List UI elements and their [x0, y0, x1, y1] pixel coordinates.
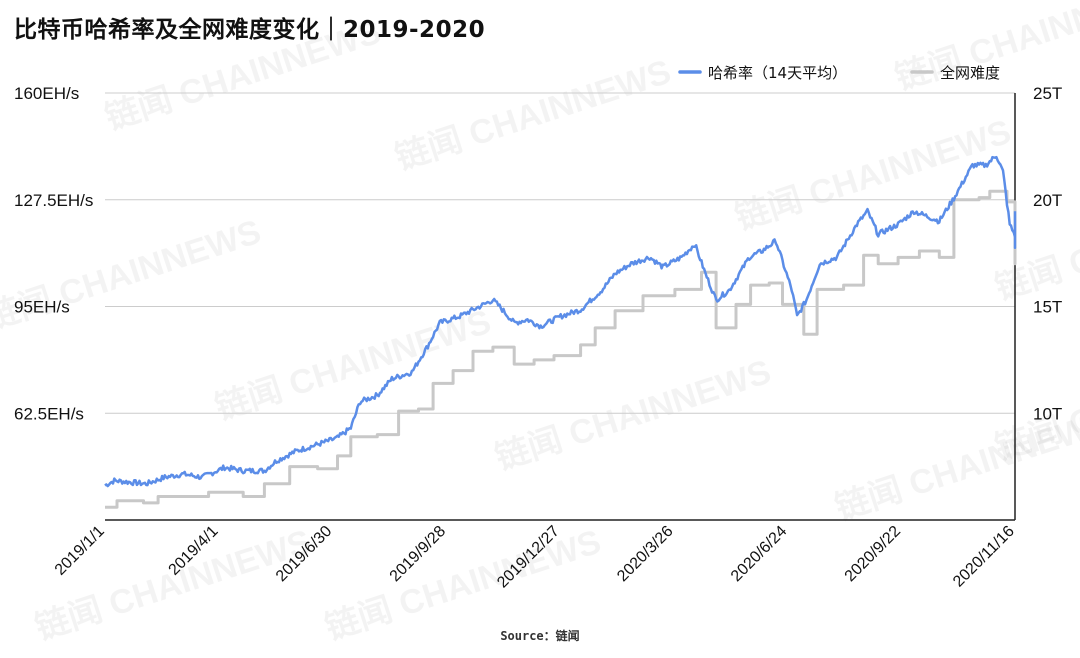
- difficulty-line: [105, 189, 1017, 509]
- hashrate-line: [104, 155, 1017, 488]
- y-left-tick-label: 127.5EH/s: [14, 191, 93, 210]
- x-tick-label: 2020/3/26: [614, 523, 676, 585]
- x-tick-label: 2020/6/24: [728, 523, 790, 585]
- legend-label-hashrate: 哈希率（14天平均）: [708, 64, 847, 82]
- y-axis-right: 25T 20T 15T 10T: [1033, 84, 1062, 423]
- y-axis-left: 160EH/s 127.5EH/s 95EH/s 62.5EH/s: [14, 84, 93, 423]
- legend-label-difficulty: 全网难度: [940, 64, 1000, 82]
- y-right-tick-label: 20T: [1033, 191, 1062, 210]
- watermark-text: 链闻 CHAINNEWS: [0, 213, 266, 338]
- y-left-tick-label: 95EH/s: [14, 298, 70, 317]
- y-right-tick-label: 25T: [1033, 84, 1062, 103]
- watermark-text: 链闻 CHAINNEWS: [101, 13, 386, 138]
- y-left-tick-label: 62.5EH/s: [14, 404, 84, 423]
- watermark-text: 链闻 CHAINNEWS: [891, 0, 1080, 98]
- x-tick-label: 2020/11/16: [950, 523, 1018, 591]
- chart-title: 比特币哈希率及全网难度变化｜2019-2020: [14, 17, 486, 43]
- watermark-text: 链闻 CHAINNEWS: [491, 353, 776, 478]
- watermark-text: 链闻 CHAINNEWS: [31, 523, 316, 648]
- x-tick-label: 2019/1/1: [52, 523, 108, 579]
- y-right-tick-label: 10T: [1033, 404, 1062, 423]
- legend: 哈希率（14天平均） 全网难度: [678, 64, 1000, 82]
- y-right-tick-label: 15T: [1033, 298, 1062, 317]
- x-tick-label: 2020/9/22: [842, 523, 904, 585]
- source-note: Source：链闻: [500, 628, 579, 643]
- y-left-tick-label: 160EH/s: [14, 84, 79, 103]
- watermark-text: 链闻 CHAINNEWS: [391, 53, 676, 178]
- watermark-text: 链闻 CHAINNEWS: [211, 303, 496, 428]
- grid: [105, 92, 1016, 521]
